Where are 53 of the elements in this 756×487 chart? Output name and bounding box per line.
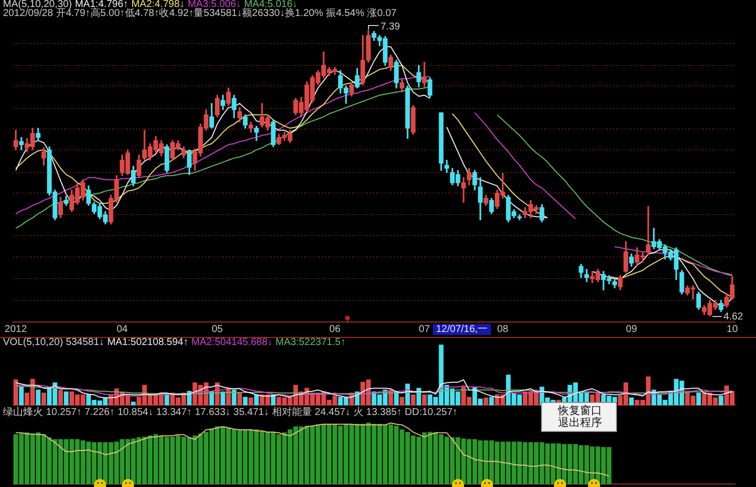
- candlestick: [461, 177, 466, 203]
- bar: [164, 394, 170, 406]
- bar: [254, 394, 259, 406]
- text: 火 13.385↑: [353, 407, 402, 418]
- x-tick-label: 09: [626, 324, 638, 335]
- annotation: 退出程序: [558, 417, 603, 429]
- bar: [248, 397, 254, 406]
- bar: [36, 390, 41, 406]
- text: 12/07/16,一: [433, 324, 491, 335]
- annotation: 7.39: [380, 21, 400, 32]
- annotation: 恢复窗口: [558, 405, 603, 417]
- bar: [242, 396, 248, 406]
- bar: [696, 392, 701, 406]
- text: MA3:522371.5↑: [276, 337, 346, 348]
- text: 10.257↑: [46, 407, 82, 418]
- text: MA1:502108.594↑: [107, 337, 188, 348]
- annotation: 4.62: [724, 311, 744, 322]
- bar: [13, 379, 18, 406]
- x-tick-label: 10: [726, 324, 738, 335]
- text: MA2:504145.688↓: [191, 337, 273, 348]
- x-tick-label: 05: [212, 324, 224, 335]
- bar: [422, 394, 427, 406]
- bar: [232, 390, 236, 406]
- bar: [237, 392, 242, 406]
- x-tick-label: 07: [418, 324, 430, 335]
- bar: [64, 391, 68, 406]
- text: 17.633↓: [194, 407, 230, 418]
- legend-title: MA(5,10,20,30): [3, 0, 72, 10]
- chart-subtitle: 2012/09/28 开4.79↑高5.00↑低4.78↑收4.92↑量534581↓额26330↓换1.20% 振4.54% 涨0.07: [3, 8, 397, 19]
- text: 7.226↑: [84, 407, 115, 418]
- bar: [131, 402, 136, 406]
- bar: [400, 396, 404, 406]
- legend-title: VOL(5,10,20) 534581↓: [3, 337, 104, 348]
- text: 10.854↓: [118, 407, 154, 418]
- bar: [718, 396, 724, 406]
- legend-title: 绿山烽火: [3, 407, 43, 418]
- x-tick-label: 2012: [4, 324, 28, 335]
- bar: [484, 397, 488, 406]
- bar: [489, 396, 494, 406]
- x-tick-label: 08: [497, 324, 509, 335]
- text: 35.471↓: [233, 407, 269, 418]
- bar: [220, 391, 226, 406]
- x-tick-label: 04: [116, 324, 128, 335]
- bar: [41, 392, 46, 406]
- bar: [209, 391, 214, 406]
- bar: [410, 394, 416, 406]
- x-tick-label: 06: [329, 324, 341, 335]
- text: 13.347↑: [156, 407, 192, 418]
- bar: [19, 386, 24, 406]
- text: 相对能量 24.457↓: [272, 407, 350, 418]
- text: DD:10.257↑: [404, 407, 458, 418]
- bar: [58, 390, 63, 406]
- bar: [629, 397, 634, 406]
